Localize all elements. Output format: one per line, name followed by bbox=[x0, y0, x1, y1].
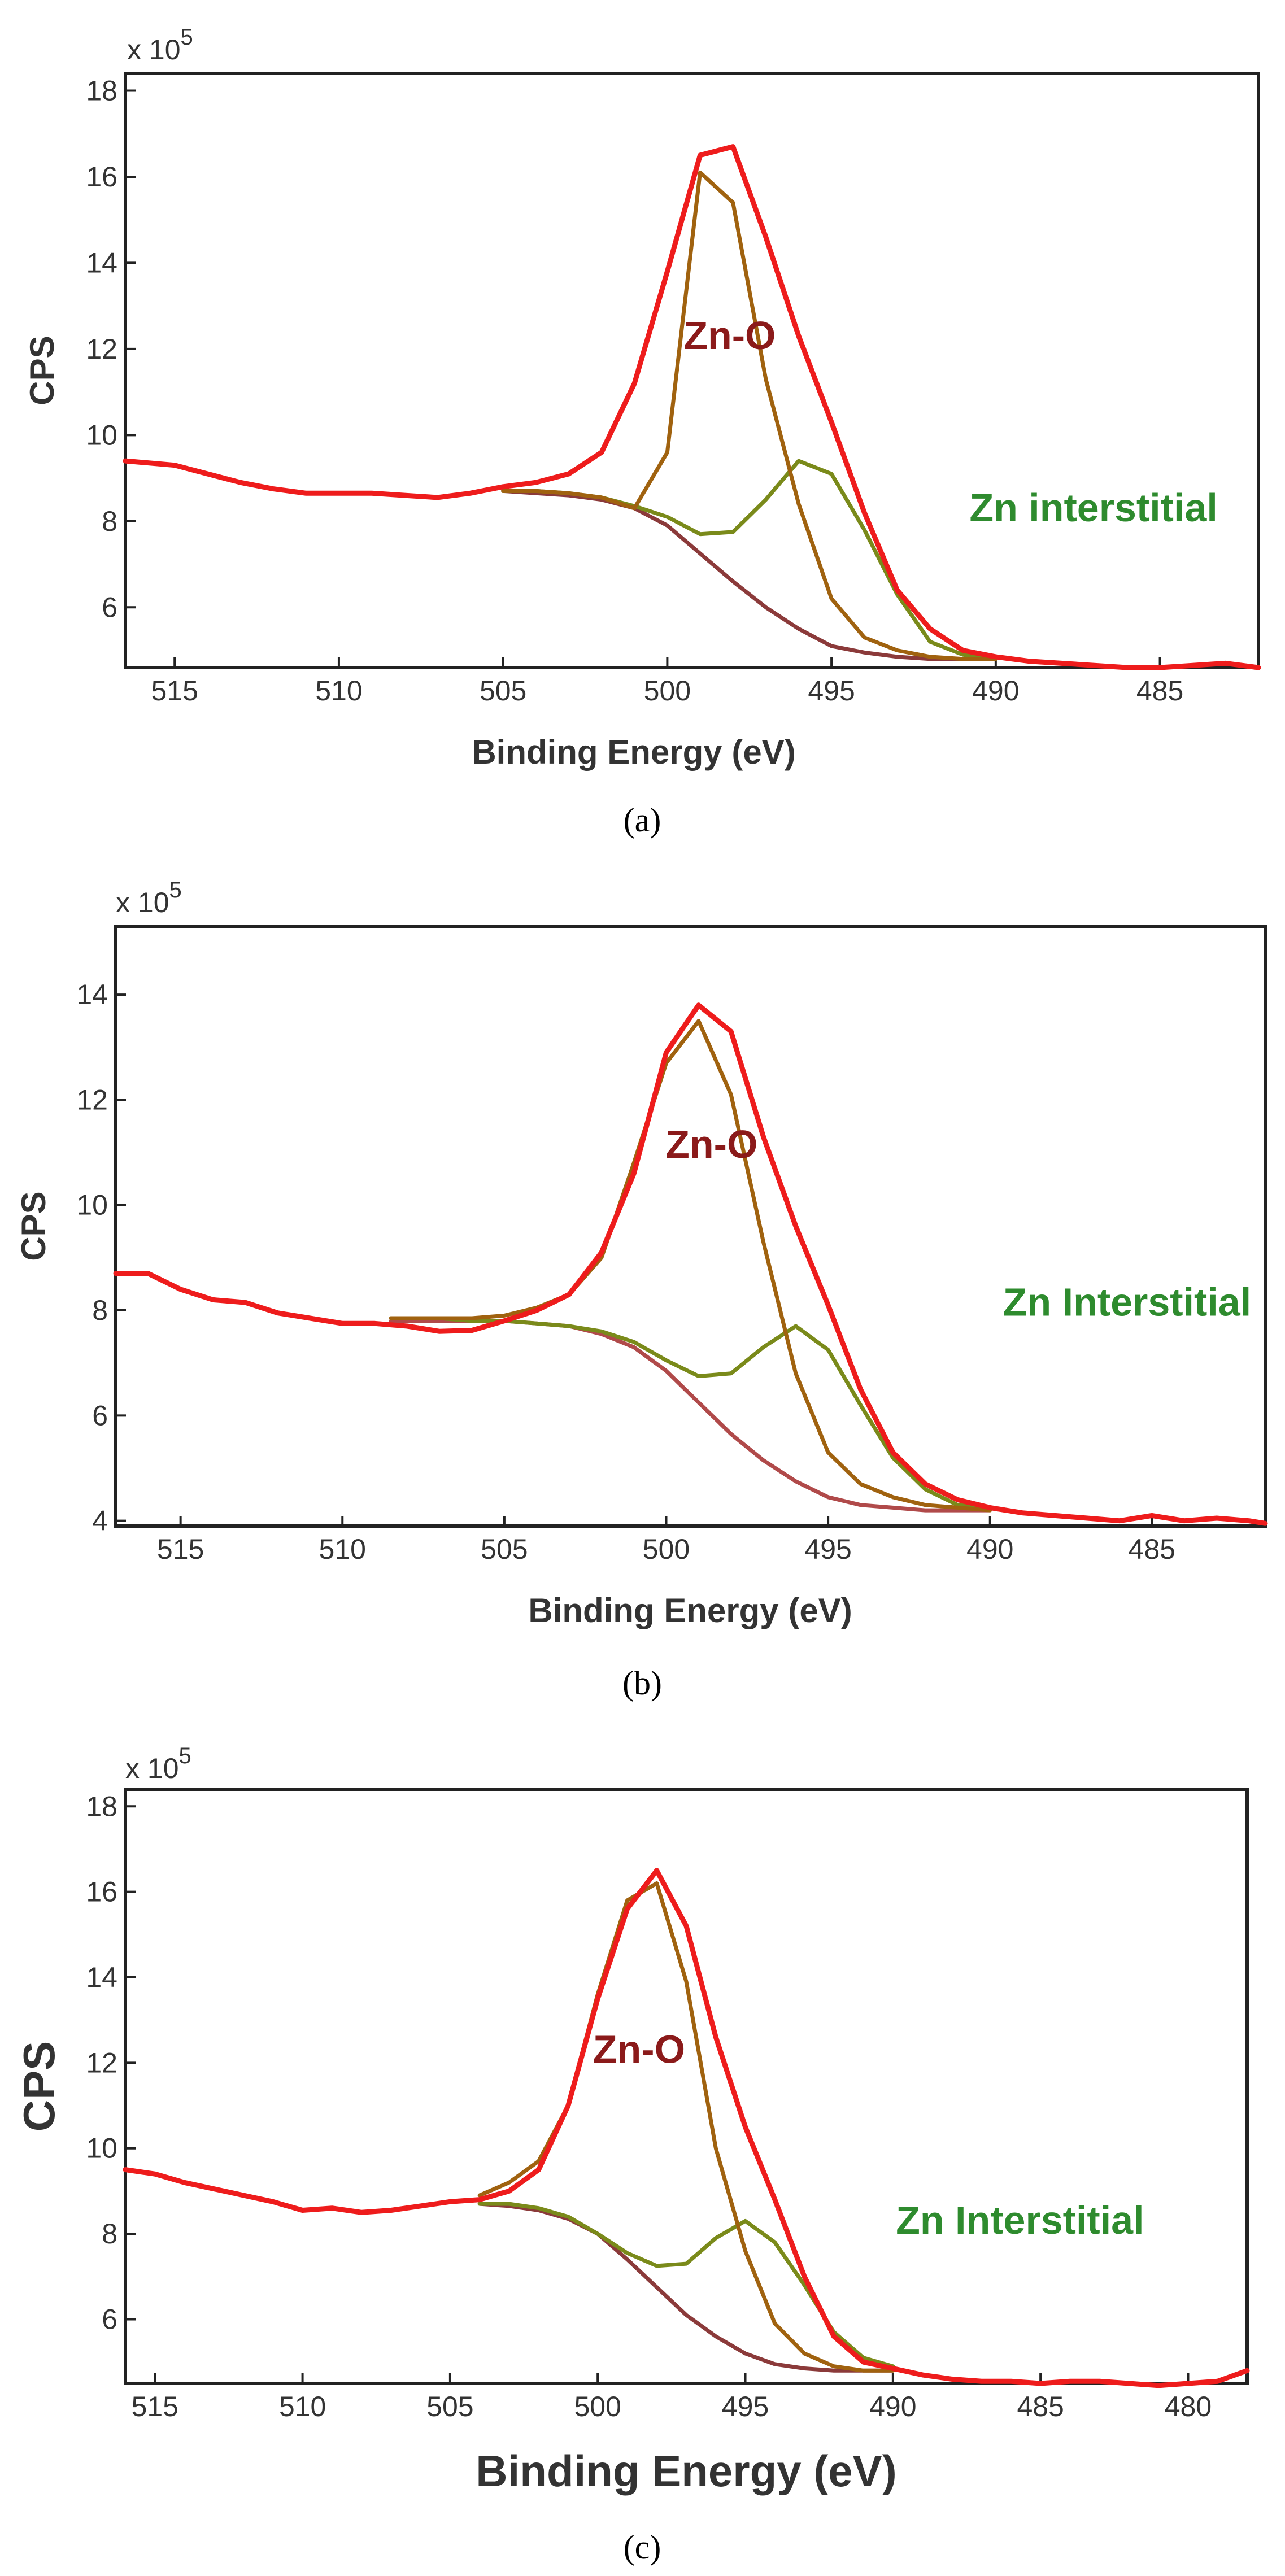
x-tick-label: 490 bbox=[972, 675, 1019, 707]
label-zn-interstitial: Zn Interstitial bbox=[896, 2198, 1144, 2242]
y-tick-label: 14 bbox=[76, 979, 108, 1010]
plot-frame bbox=[124, 72, 1260, 669]
y-tick-label: 12 bbox=[76, 1084, 108, 1115]
y-multiplier: x 105 bbox=[125, 1744, 191, 1784]
y-tick-label: 10 bbox=[76, 1189, 108, 1221]
x-tick-label: 515 bbox=[151, 675, 198, 707]
x-tick-label: 485 bbox=[1129, 1533, 1175, 1565]
series-background bbox=[389, 1319, 992, 1513]
y-tick-label: 6 bbox=[92, 1400, 108, 1431]
panel-caption: (a) bbox=[624, 801, 661, 839]
series-zn-interstitial-component bbox=[501, 459, 998, 661]
y-axis-label: CPS bbox=[23, 335, 61, 405]
y-tick-label: 6 bbox=[102, 591, 117, 623]
x-tick-label: 500 bbox=[643, 1533, 690, 1565]
series-zn-o-component bbox=[389, 1019, 992, 1513]
x-tick-label: 515 bbox=[157, 1533, 204, 1565]
panel-caption: (c) bbox=[624, 2529, 661, 2566]
x-tick-label: 480 bbox=[1165, 2391, 1212, 2422]
y-tick-label: 14 bbox=[86, 247, 117, 278]
axis-ticks: 515 510 505 500 495 490 485 6 8 10 12 14 16 18 bbox=[86, 75, 1183, 707]
series-envelope bbox=[113, 1002, 1268, 1526]
label-zn-interstitial: Zn Interstitial bbox=[1003, 1280, 1251, 1324]
series-background bbox=[477, 2202, 895, 2373]
x-tick-label: 510 bbox=[279, 2391, 326, 2422]
y-tick-label: 8 bbox=[102, 505, 117, 537]
series-background bbox=[501, 489, 998, 661]
label-zn-o: Zn-O bbox=[683, 313, 776, 358]
y-tick-label: 18 bbox=[86, 1790, 117, 1822]
x-tick-label: 490 bbox=[966, 1533, 1013, 1565]
plot-frame bbox=[114, 925, 1267, 1528]
x-tick-label: 500 bbox=[574, 2391, 621, 2422]
y-multiplier: x 105 bbox=[127, 25, 193, 66]
y-tick-label: 10 bbox=[86, 419, 117, 451]
y-tick-label: 18 bbox=[86, 75, 117, 106]
x-tick-label: 505 bbox=[426, 2391, 473, 2422]
y-tick-label: 14 bbox=[86, 1962, 117, 1993]
x-axis-label: Binding Energy (eV) bbox=[476, 2446, 896, 2496]
x-tick-label: 505 bbox=[481, 1533, 528, 1565]
series-envelope bbox=[123, 144, 1261, 670]
label-zn-interstitial: Zn interstitial bbox=[969, 486, 1217, 530]
x-tick-label: 510 bbox=[319, 1533, 366, 1565]
annotations: Zn-O Zn Interstitial bbox=[593, 2027, 1144, 2242]
x-tick-label: 490 bbox=[869, 2391, 916, 2422]
y-tick-label: 16 bbox=[86, 161, 117, 193]
y-tick-label: 16 bbox=[86, 1876, 117, 1908]
x-tick-label: 485 bbox=[1136, 675, 1183, 707]
data-lines bbox=[113, 1002, 1268, 1526]
x-axis-label: Binding Energy (eV) bbox=[472, 733, 795, 771]
x-tick-label: 500 bbox=[644, 675, 691, 707]
x-tick-label: 505 bbox=[480, 675, 526, 707]
x-tick-label: 495 bbox=[808, 675, 855, 707]
y-tick-label: 8 bbox=[102, 2218, 117, 2250]
series-zn-interstitial-component bbox=[389, 1316, 992, 1510]
axis-ticks: 515 510 505 500 495 490 485 4 6 8 10 12 14 bbox=[76, 979, 1175, 1565]
plot-frame bbox=[124, 1788, 1249, 2385]
annotations: Zn-O Zn Interstitial bbox=[665, 1122, 1251, 1324]
y-tick-label: 8 bbox=[92, 1294, 108, 1326]
y-tick-label: 12 bbox=[86, 333, 117, 365]
series-zn-interstitial-component bbox=[477, 2202, 895, 2369]
series-envelope bbox=[123, 1868, 1250, 2388]
x-tick-label: 495 bbox=[722, 2391, 769, 2422]
y-tick-label: 10 bbox=[86, 2133, 117, 2164]
x-tick-label: 510 bbox=[315, 675, 362, 707]
axis-ticks: 515 510 505 500 495 490 485 480 6 8 10 12 14 16 18 bbox=[86, 1790, 1212, 2422]
data-lines bbox=[123, 1868, 1250, 2388]
y-multiplier: x 105 bbox=[116, 878, 182, 918]
annotations: Zn-O Zn interstitial bbox=[683, 313, 1218, 530]
label-zn-o: Zn-O bbox=[665, 1122, 757, 1166]
y-tick-label: 6 bbox=[102, 2303, 117, 2335]
panel-b: 515 510 505 500 495 490 485 4 6 8 10 12 14 Zn-O Zn In… bbox=[15, 878, 1268, 1702]
panel-caption: (b) bbox=[622, 1664, 662, 1702]
x-tick-label: 495 bbox=[804, 1533, 851, 1565]
y-axis-label: CPS bbox=[14, 2041, 64, 2132]
label-zn-o: Zn-O bbox=[593, 2027, 685, 2071]
y-tick-label: 12 bbox=[86, 2047, 117, 2078]
series-zn-o-component bbox=[477, 1881, 895, 2373]
series-zn-o-component bbox=[501, 170, 998, 661]
data-lines bbox=[123, 144, 1261, 670]
x-tick-label: 515 bbox=[132, 2391, 178, 2422]
panel-c: 515 510 505 500 495 490 485 480 6 8 10 12 14 16 18 Zn-… bbox=[14, 1744, 1250, 2566]
x-axis-label: Binding Energy (eV) bbox=[528, 1592, 852, 1629]
y-tick-label: 4 bbox=[92, 1505, 108, 1537]
y-axis-label: CPS bbox=[15, 1191, 53, 1261]
x-tick-label: 485 bbox=[1017, 2391, 1064, 2422]
